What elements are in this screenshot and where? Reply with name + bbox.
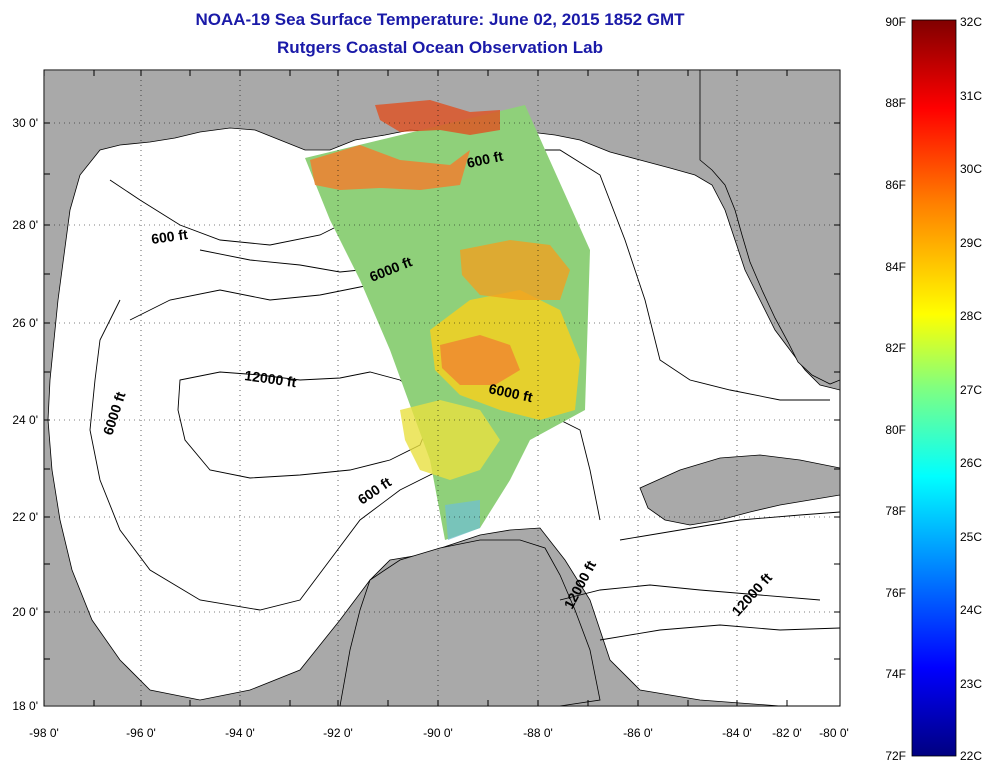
lon-label: -80 0' [819, 726, 849, 740]
colorbar-f-label: 78F [885, 504, 906, 518]
lat-label: 30 0' [12, 116, 38, 130]
colorbar-f-label: 74F [885, 667, 906, 681]
lon-label: -86 0' [623, 726, 653, 740]
axis-ticks [43, 70, 840, 706]
lat-label: 22 0' [12, 510, 38, 524]
lat-label: 20 0' [12, 605, 38, 619]
colorbar-c-label: 29C [960, 236, 982, 250]
colorbar-c-label: 32C [960, 15, 982, 29]
colorbar-gradient [911, 19, 957, 757]
sst-swath [305, 100, 590, 540]
colorbar-f-label: 84F [885, 260, 906, 274]
colorbar-f-label: 80F [885, 423, 906, 437]
colorbar-c-label: 27C [960, 383, 982, 397]
land-yucatan [339, 539, 601, 706]
colorbar-c-label: 23C [960, 677, 982, 691]
plot-area: 600 ft 600 ft 6000 ft 12000 ft 6000 ft 6… [43, 69, 841, 707]
lat-label: 26 0' [12, 316, 38, 330]
colorbar-c-label: 22C [960, 749, 982, 763]
colorbar-f-label: 82F [885, 341, 906, 355]
lon-label: -84 0' [722, 726, 752, 740]
map-title: NOAA-19 Sea Surface Temperature: June 02… [195, 10, 685, 29]
graticule [44, 70, 840, 706]
contour-label: 600 ft [465, 148, 504, 171]
colorbar-f-label: 72F [885, 749, 906, 763]
colorbar-f-label: 76F [885, 586, 906, 600]
lon-label: -94 0' [225, 726, 255, 740]
colorbar-f-label: 88F [885, 96, 906, 110]
lat-label: 28 0' [12, 218, 38, 232]
colorbar-c-label: 26C [960, 456, 982, 470]
land-florida [699, 70, 840, 385]
colorbar-c-label: 28C [960, 309, 982, 323]
colorbar-c-label: 24C [960, 603, 982, 617]
land-cuba [639, 454, 840, 526]
lon-label: -92 0' [323, 726, 353, 740]
lat-label: 18 0' [12, 699, 38, 713]
map-subtitle: Rutgers Coastal Ocean Observation Lab [277, 38, 603, 57]
colorbar-c-label: 30C [960, 162, 982, 176]
lon-label: -82 0' [772, 726, 802, 740]
lon-label: -88 0' [523, 726, 553, 740]
colorbar-c-label: 25C [960, 530, 982, 544]
contour-label: 12000 ft [244, 367, 298, 390]
colorbar-c-label: 31C [960, 89, 982, 103]
lat-label: 24 0' [12, 413, 38, 427]
lon-label: -90 0' [423, 726, 453, 740]
colorbar-f-label: 86F [885, 178, 906, 192]
colorbar-f-label: 90F [885, 15, 906, 29]
colorbar: 90F 88F 86F 84F 82F 80F 78F 76F 74F 72F … [885, 15, 982, 763]
lon-label: -98 0' [29, 726, 59, 740]
lon-label: -96 0' [126, 726, 156, 740]
contour-label: 600 ft [150, 226, 189, 247]
